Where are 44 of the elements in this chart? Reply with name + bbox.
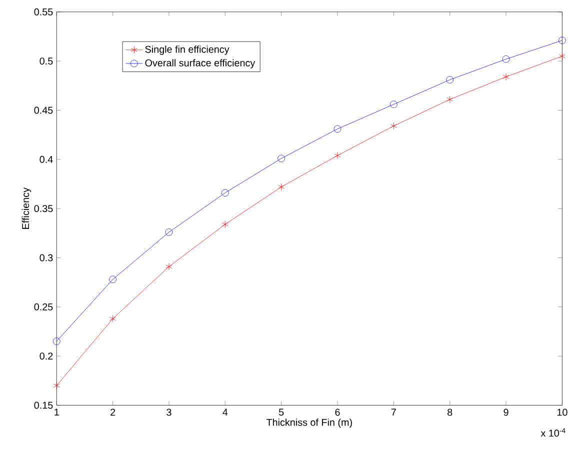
y-tick-label: 0.15 xyxy=(34,402,53,409)
y-tick-label: 0.35 xyxy=(34,205,53,212)
point xyxy=(166,262,172,270)
x-tick-label: 7 xyxy=(391,408,396,416)
point xyxy=(278,183,285,191)
point xyxy=(446,76,454,84)
x-axis-title: Thickniss of Fin (m) xyxy=(266,418,352,428)
point xyxy=(222,220,228,228)
point xyxy=(165,228,173,236)
point xyxy=(502,55,510,63)
x-tick-label: 9 xyxy=(504,408,508,416)
y-tick-label: 0.2 xyxy=(40,352,53,360)
x-tick-label: 3 xyxy=(166,408,172,416)
point xyxy=(446,96,454,104)
point xyxy=(390,122,397,130)
y-tick-label: 0.3 xyxy=(40,254,53,262)
y-tick-label: 0.4 xyxy=(40,156,53,163)
point xyxy=(278,154,285,162)
text: x 10$^{-4}$ xyxy=(540,428,566,437)
point xyxy=(109,276,116,284)
legend-label: Single fin efficiency xyxy=(145,46,230,55)
point xyxy=(334,152,341,160)
point xyxy=(502,73,510,81)
y-tick-label: 0.45 xyxy=(34,106,53,114)
y-tick-label: 0.25 xyxy=(34,303,53,310)
point xyxy=(390,100,398,108)
y-tick-label: 0.5 xyxy=(40,58,53,65)
y-tick-label: 0.55 xyxy=(34,8,53,16)
point xyxy=(53,382,60,390)
point xyxy=(334,125,342,133)
point xyxy=(558,36,566,44)
x-tick-label: 10 xyxy=(557,408,568,416)
x-tick-label: 8 xyxy=(448,408,452,416)
x-tick-label: 4 xyxy=(222,408,228,416)
point xyxy=(221,189,229,197)
point xyxy=(559,52,566,60)
x-tick-label: 2 xyxy=(110,408,116,416)
x-tick-label: 1 xyxy=(54,408,59,416)
point xyxy=(110,315,116,322)
legend-label: Overall surface efficiency xyxy=(145,59,256,68)
point xyxy=(52,338,60,346)
x-tick-label: 6 xyxy=(335,408,340,416)
x-tick-label: 5 xyxy=(278,408,284,416)
y-axis-title: Efficiency xyxy=(22,188,32,229)
